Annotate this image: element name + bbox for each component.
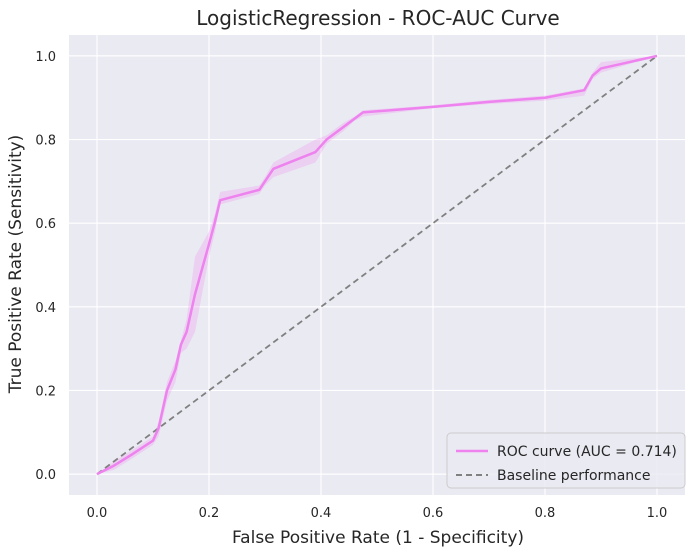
y-tick-label: 1.0	[35, 50, 56, 65]
roc-curve-line	[96, 54, 658, 476]
legend-label-roc: ROC curve (AUC = 0.714)	[497, 444, 677, 460]
y-tick-label: 0.8	[35, 134, 56, 149]
x-tick-labels: 0.0 0.2 0.4 0.6 0.8 1.0	[87, 506, 668, 521]
x-tick-label: 0.4	[311, 506, 332, 521]
legend-label-baseline: Baseline performance	[497, 468, 650, 484]
legend-box	[446, 432, 686, 489]
baseline-line	[96, 55, 658, 475]
x-tick-label: 0.0	[87, 506, 108, 521]
x-tick-label: 0.6	[423, 506, 444, 521]
x-axis-title: False Positive Rate (1 - Specificity)	[232, 528, 524, 548]
y-tick-label: 0.2	[35, 384, 56, 399]
series-lines	[96, 54, 658, 476]
y-tick-label: 0.6	[35, 217, 56, 232]
x-tick-label: 0.8	[535, 506, 556, 521]
grid-lines	[69, 35, 685, 495]
y-axis-title: True Positive Rate (Sensitivity)	[6, 135, 26, 395]
x-tick-label: 1.0	[647, 506, 668, 521]
chart-title: LogisticRegression - ROC-AUC Curve	[196, 6, 559, 30]
legend: ROC curve (AUC = 0.714) Baseline perform…	[446, 432, 686, 489]
y-tick-label: 0.0	[35, 468, 56, 483]
y-tick-label: 0.4	[35, 301, 56, 316]
y-tick-labels: 0.0 0.2 0.4 0.6 0.8 1.0	[35, 50, 56, 483]
x-tick-label: 0.2	[199, 506, 220, 521]
